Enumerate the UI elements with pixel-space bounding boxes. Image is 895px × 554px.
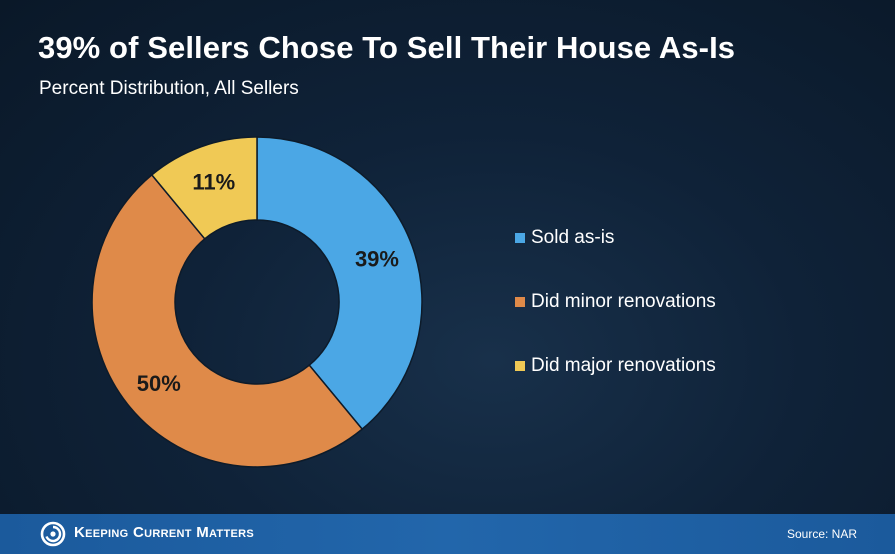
chart-legend: Sold as-is Did minor renovations Did maj… — [515, 222, 716, 414]
slice-sold-as-is — [256, 136, 423, 431]
legend-label-major-renovations: Did major renovations — [531, 355, 716, 376]
source-note: Source: NAR — [786, 527, 857, 541]
page-title: 39% of Sellers Chose To Sell Their House… — [38, 30, 736, 65]
legend-swatch-major-renovations — [515, 361, 525, 371]
legend-label-sold-as-is: Sold as-is — [531, 227, 615, 248]
legend-swatch-sold-as-is — [515, 233, 525, 243]
legend-item-minor-renovations: Did minor renovations — [515, 286, 716, 318]
footer-bar: Keeping Current Matters Source: NAR — [0, 514, 895, 554]
slice-major-renovations — [150, 136, 258, 240]
page-subtitle: Percent Distribution, All Sellers — [39, 78, 299, 99]
data-label-minor-renovations: 50% — [137, 371, 181, 396]
slice-minor-renovations — [91, 173, 364, 468]
legend-item-major-renovations: Did major renovations — [515, 350, 716, 382]
data-label-major-renovations: 11% — [192, 170, 235, 195]
legend-item-sold-as-is: Sold as-is — [515, 222, 716, 254]
kcm-swirl-icon — [40, 521, 66, 547]
data-label-sold-as-is: 39% — [355, 246, 399, 271]
legend-label-minor-renovations: Did minor renovations — [531, 291, 716, 312]
brand-name: Keeping Current Matters — [74, 524, 254, 541]
donut-chart: 39% 50% 11% — [91, 136, 423, 468]
legend-swatch-minor-renovations — [515, 297, 525, 307]
